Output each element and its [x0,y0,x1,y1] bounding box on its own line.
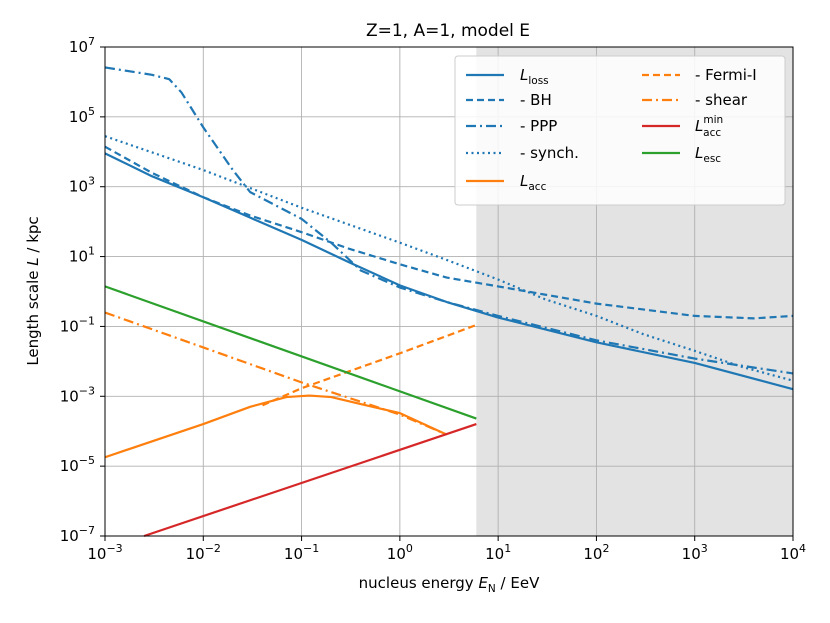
x-tick-label: 100 [387,542,413,563]
legend-label-4: Lacc [520,172,547,193]
x-tick-label: 103 [682,542,708,563]
series-layer [104,66,794,538]
legend-label-1: - BH [520,91,552,109]
legend-label-3: - synch. [520,144,579,162]
x-tick-label: 102 [583,542,609,563]
y-tick-label: 105 [69,105,95,126]
chart-title: Z=1, A=1, model E [366,21,530,41]
legend-label-7: Lmin acc [695,114,723,139]
axes-frame [104,46,794,537]
x-tick-label: 10−1 [284,542,319,563]
y-tick-label: 103 [69,175,95,196]
legend-label-2: - PPP [520,117,557,135]
series-line-5 [262,323,477,407]
y-tick-label: 10−1 [60,314,95,335]
series-line-6 [104,311,448,436]
legend-label-8: Lesc [695,144,721,165]
series-line-8 [104,285,477,420]
legend-label-5: - Fermi-I [695,66,757,84]
x-tick-label: 10−2 [186,542,221,563]
series-line-7 [143,423,477,538]
y-tick-label: 101 [69,245,95,266]
x-axis-label: nucleus energy EN / EeV [359,574,540,595]
y-tick-label: 10−3 [60,384,95,405]
legend-label-0: Lloss [520,66,549,87]
y-axis-label: Length scale L / kpc [24,216,42,365]
series-line-4 [104,394,448,459]
y-tick-label: 107 [69,35,95,56]
y-tick-label: 10−5 [60,454,95,475]
y-tick-label: 10−7 [60,524,95,545]
legend-label-6: - shear [695,91,748,109]
series-line-2 [104,66,794,375]
x-tick-label: 104 [780,542,806,563]
x-tick-label: 101 [485,542,511,563]
series-line-1 [104,145,794,320]
legend-box [454,55,786,206]
legend: Lloss - BH - PPP - synch.Lacc - Fermi-I … [454,55,786,206]
x-tick-label: 10−3 [87,542,122,563]
ticks: 10−3 10−2 10−1 100 101 102 103 104 10−7 10−5 10−3 1… [60,35,806,563]
